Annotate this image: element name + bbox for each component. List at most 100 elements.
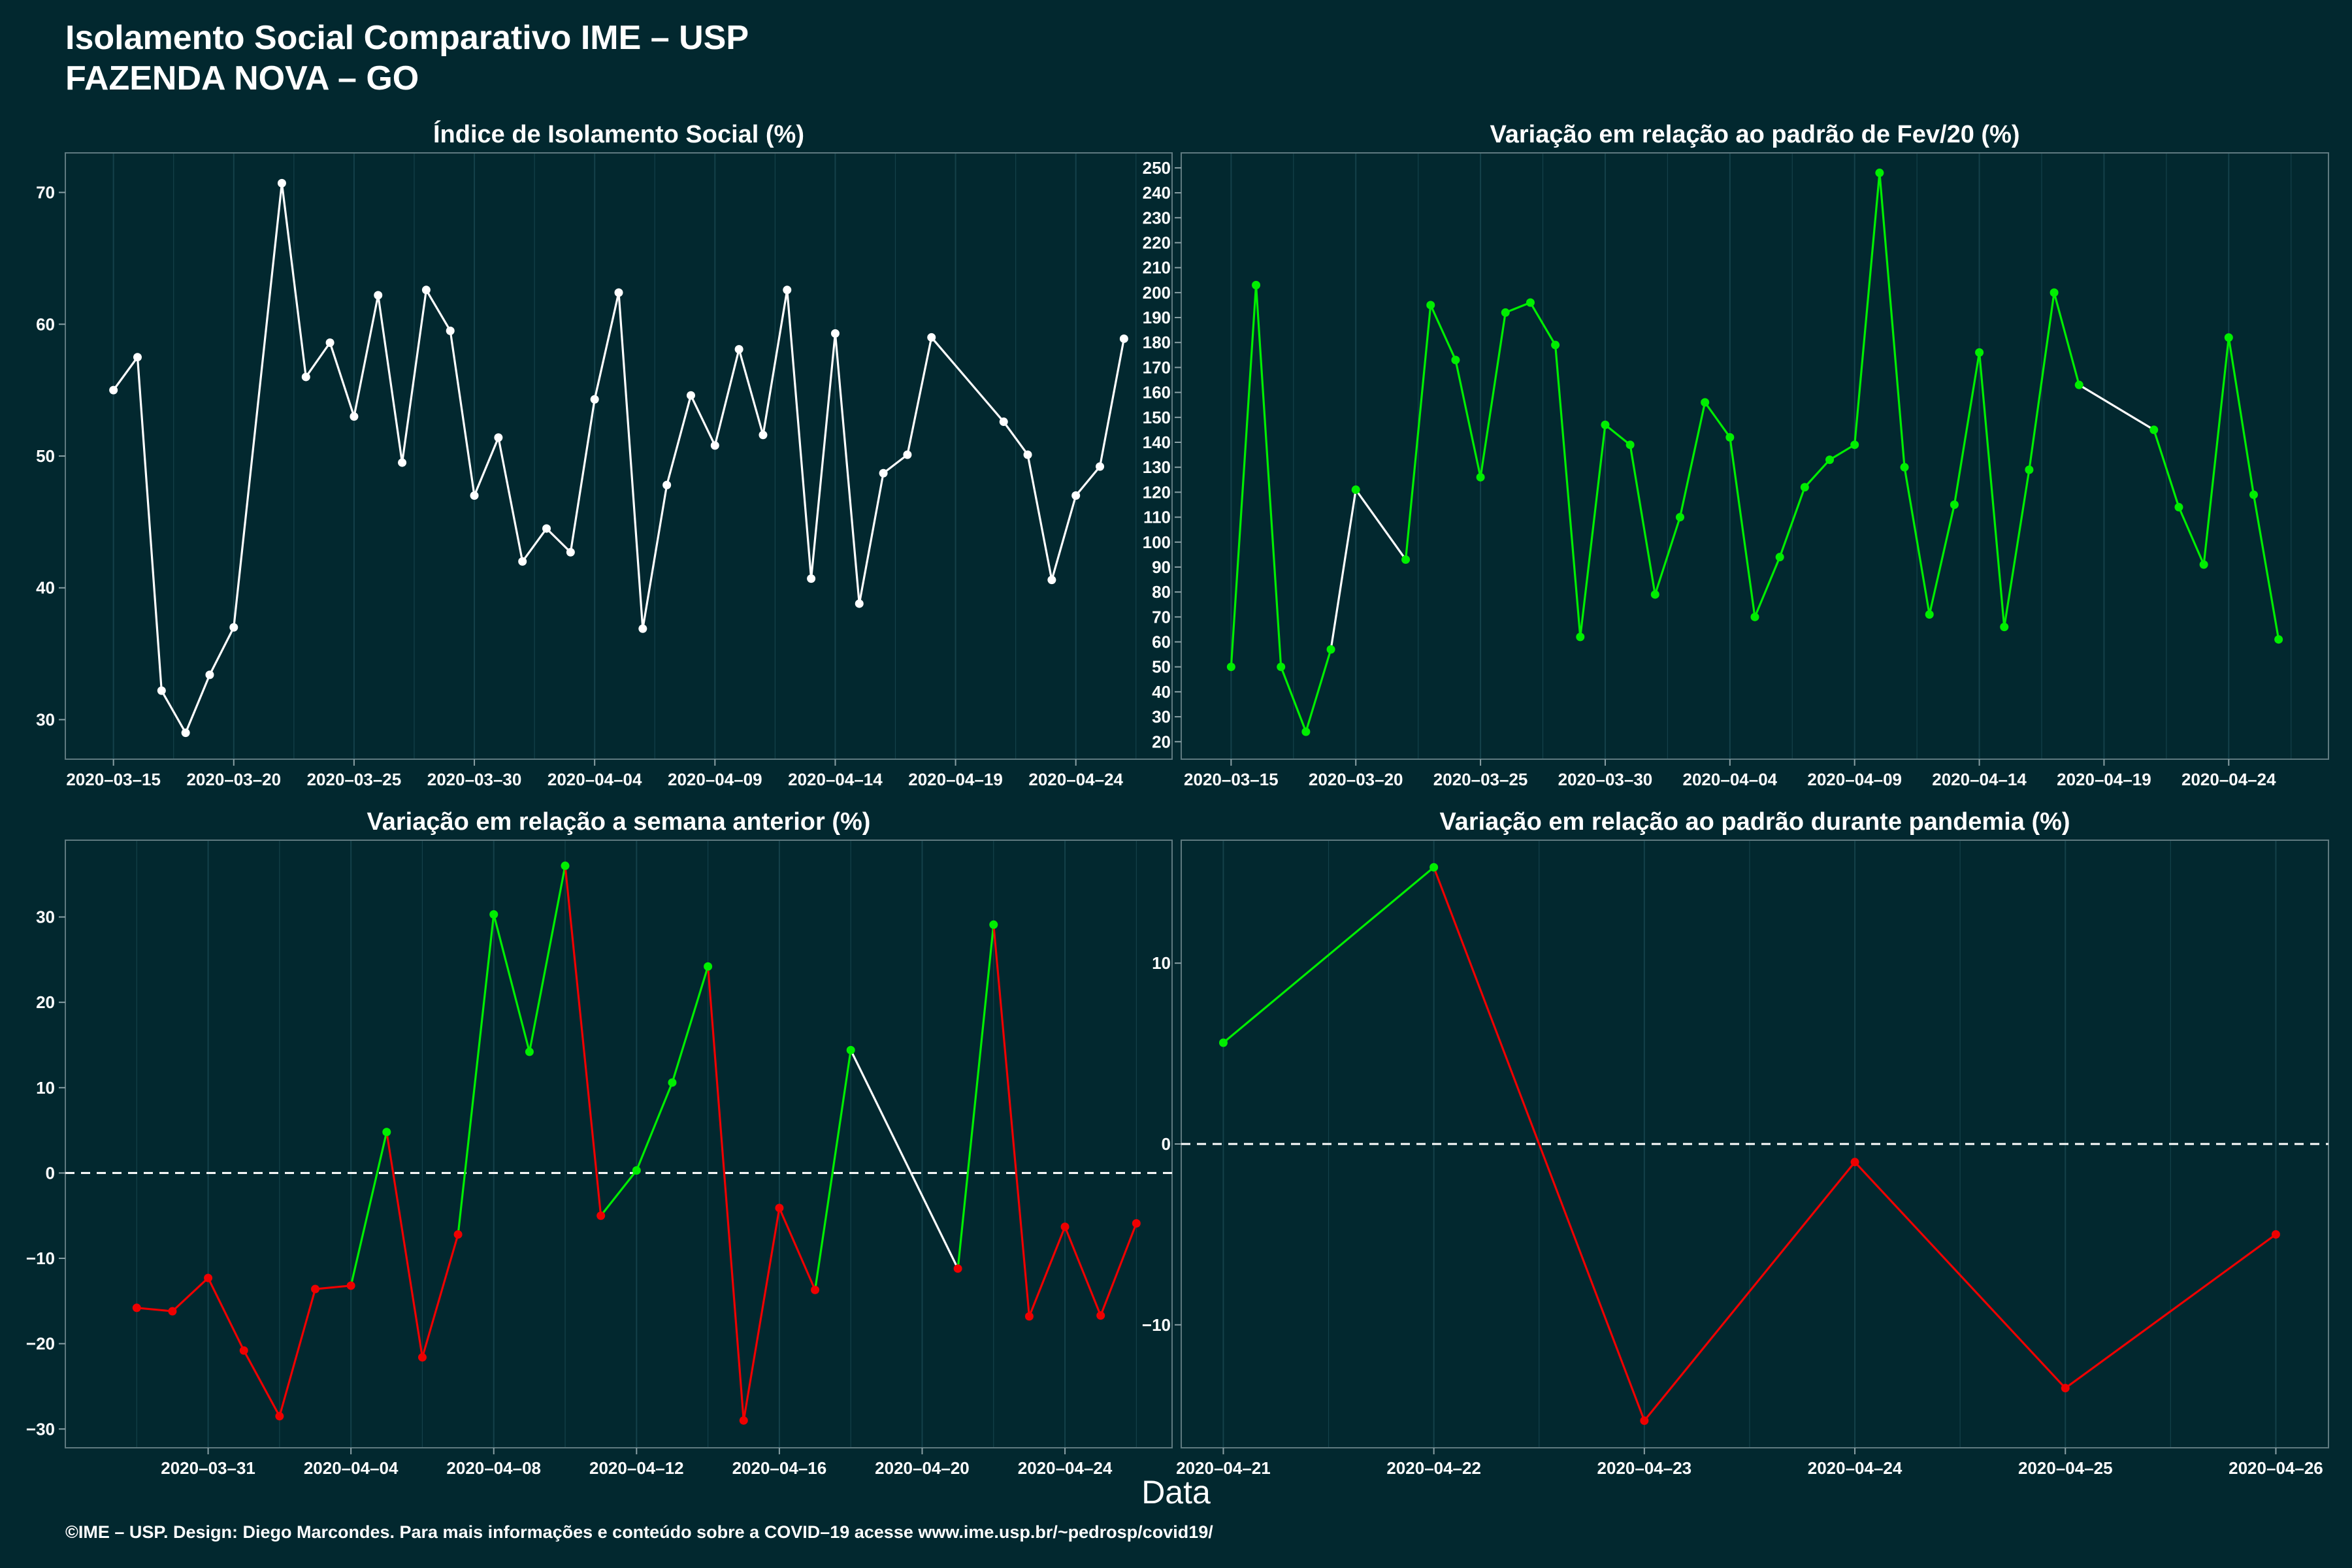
data-point: [275, 1412, 284, 1421]
data-point: [668, 1078, 677, 1087]
series-segment: [1330, 488, 1357, 651]
y-tick-label: 170: [1143, 357, 1171, 377]
series-segment: [1028, 1226, 1066, 1318]
data-point: [1096, 1311, 1105, 1320]
data-point: [1875, 169, 1884, 178]
series-segment: [2053, 291, 2080, 386]
data-point: [830, 329, 840, 338]
series-segment: [1433, 866, 1646, 1422]
data-point: [710, 441, 719, 450]
data-point: [2074, 380, 2083, 389]
data-point: [2149, 425, 2159, 434]
y-tick-label: 100: [1143, 532, 1171, 552]
series-segment: [569, 398, 596, 553]
panel-title: Índice de Isolamento Social (%): [433, 120, 804, 148]
x-tick-label: 2020–04–14: [788, 770, 883, 789]
x-tick-label: 2020–03–31: [161, 1458, 255, 1478]
data-point: [1023, 450, 1032, 459]
data-point: [1950, 500, 1959, 509]
data-point: [1426, 301, 1435, 310]
series-segment: [1222, 866, 1435, 1044]
x-tick-label: 2020–04–21: [1176, 1458, 1271, 1478]
series-segment: [208, 626, 235, 676]
data-point: [518, 557, 527, 566]
data-point: [1725, 433, 1735, 442]
series-segment: [849, 1049, 959, 1270]
series-segment: [992, 923, 1031, 1318]
series-segment: [2064, 1233, 2278, 1390]
series-segment: [1230, 284, 1258, 668]
data-point: [953, 1264, 962, 1273]
data-point: [157, 686, 166, 695]
data-point: [1071, 491, 1081, 500]
series-segment: [400, 289, 427, 464]
data-point: [453, 1230, 463, 1239]
panel-frame: [65, 840, 1173, 1448]
series-segment: [593, 291, 620, 400]
y-tick-label: 160: [1143, 383, 1171, 402]
y-tick-label: 140: [1143, 433, 1171, 452]
data-point: [1601, 420, 1610, 429]
x-tick-label: 2020–04–04: [1683, 770, 1778, 789]
data-point: [132, 1303, 141, 1313]
chart-panel-isolation: Índice de Isolamento Social (%) 30 40 50 60 7…: [36, 120, 1173, 789]
data-point: [1850, 1158, 1859, 1167]
series-segment: [635, 1081, 674, 1172]
series-segment: [353, 294, 380, 418]
series-segment: [350, 1131, 388, 1287]
x-tick-label: 2020–04–23: [1597, 1458, 1692, 1478]
series-segment: [671, 965, 710, 1084]
data-point: [1476, 472, 1485, 482]
data-point: [989, 920, 998, 929]
y-tick-label: 60: [36, 314, 55, 334]
data-point: [1701, 398, 1710, 407]
y-tick-label: 190: [1143, 308, 1171, 327]
series-segment: [1064, 1226, 1102, 1317]
data-point: [1132, 1218, 1141, 1228]
x-tick-label: 2020–04–09: [1807, 770, 1902, 789]
series-segment: [882, 453, 909, 474]
y-tick-label: −10: [26, 1249, 55, 1268]
data-point: [1451, 355, 1460, 365]
data-point: [382, 1128, 391, 1137]
data-point: [525, 1047, 534, 1056]
series-segment: [742, 1207, 781, 1422]
series-segment: [1978, 351, 2006, 629]
x-tick-label: 2020–04–04: [547, 770, 642, 789]
x-tick-label: 2020–04–20: [875, 1458, 970, 1478]
series-segment: [1100, 1222, 1137, 1317]
data-point: [1775, 553, 1784, 562]
data-point: [1277, 662, 1286, 672]
data-point: [1252, 280, 1261, 289]
data-point: [1024, 1312, 1034, 1321]
data-point: [301, 372, 310, 382]
series-segment: [1579, 423, 1607, 638]
data-point: [1800, 483, 1809, 492]
data-point: [775, 1203, 784, 1213]
series-segment: [449, 329, 476, 497]
data-point: [205, 670, 214, 679]
series-segment: [906, 336, 933, 456]
series-segment: [377, 294, 404, 464]
data-point: [470, 491, 479, 500]
page-title: Isolamento Social Comparativo IME – USP: [65, 19, 749, 57]
data-point: [374, 291, 383, 300]
series-segment: [738, 348, 764, 436]
y-tick-label: −30: [26, 1419, 55, 1439]
x-tick-label: 2020–03–20: [186, 770, 281, 789]
y-tick-label: 40: [36, 578, 55, 598]
series-segment: [617, 291, 644, 630]
x-tick-label: 2020–04–25: [2018, 1458, 2113, 1478]
series-segment: [1704, 401, 1731, 438]
data-point: [1401, 555, 1411, 564]
chart-panel-week_variation: Variação em relação a semana anterior (%…: [26, 808, 1173, 1478]
y-tick-label: 80: [1152, 582, 1171, 602]
y-tick-label: 200: [1143, 283, 1171, 302]
data-point: [2050, 288, 2059, 297]
series-segment: [1678, 401, 1707, 519]
series-segment: [1953, 351, 1981, 506]
data-point: [398, 458, 407, 467]
data-point: [1675, 513, 1684, 522]
series-segment: [713, 348, 740, 447]
data-point: [229, 623, 238, 632]
